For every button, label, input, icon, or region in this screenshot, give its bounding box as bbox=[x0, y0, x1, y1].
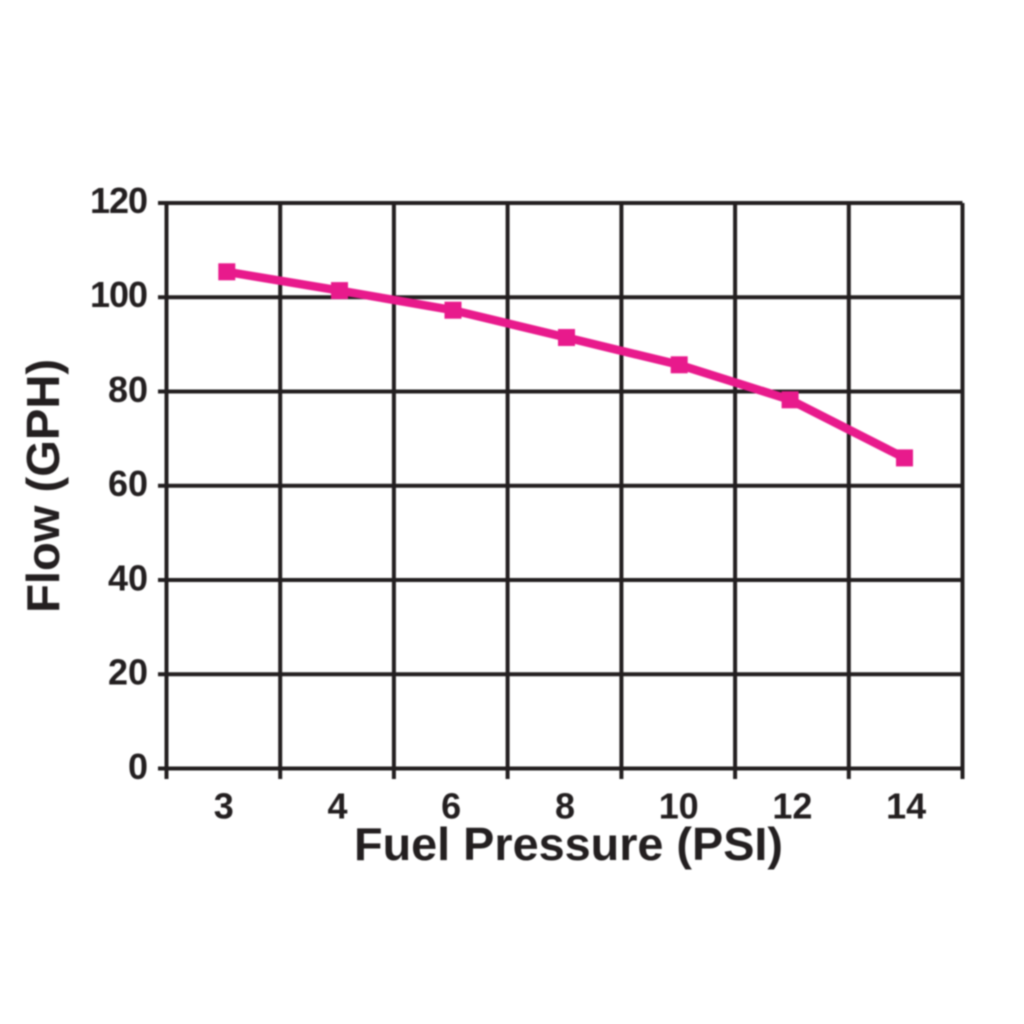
svg-text:3: 3 bbox=[214, 786, 234, 827]
svg-text:60: 60 bbox=[108, 463, 148, 504]
svg-text:8: 8 bbox=[555, 786, 575, 827]
svg-text:Flow (GPH): Flow (GPH) bbox=[17, 359, 69, 613]
svg-text:120: 120 bbox=[90, 180, 148, 221]
svg-text:14: 14 bbox=[886, 786, 926, 827]
svg-text:Fuel Pressure (PSI): Fuel Pressure (PSI) bbox=[354, 818, 783, 870]
svg-text:12: 12 bbox=[772, 786, 812, 827]
svg-text:10: 10 bbox=[659, 786, 699, 827]
svg-text:20: 20 bbox=[108, 652, 148, 693]
svg-text:4: 4 bbox=[327, 786, 347, 827]
svg-text:6: 6 bbox=[441, 786, 461, 827]
svg-text:40: 40 bbox=[108, 557, 148, 598]
svg-text:100: 100 bbox=[90, 274, 148, 315]
svg-text:0: 0 bbox=[128, 746, 148, 787]
svg-text:80: 80 bbox=[108, 369, 148, 410]
